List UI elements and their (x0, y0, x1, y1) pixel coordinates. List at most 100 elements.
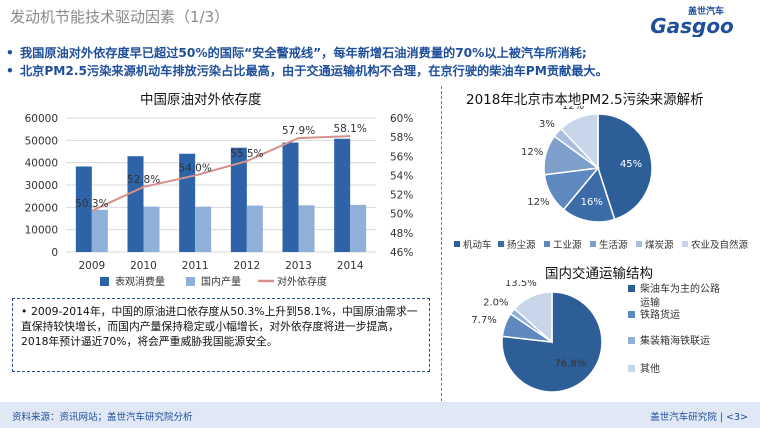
legend-label: 煤炭源 (645, 239, 674, 251)
legend-swatch (454, 241, 460, 247)
key-point: • 北京PM2.5污染来源机动车排放污染占比最高，由于交通运输机构不合理，在京行驶… (6, 64, 608, 78)
bar-consumption (75, 166, 92, 252)
legend-swatch (100, 277, 109, 286)
x-tick-label: 2010 (130, 260, 157, 272)
legend-label: 对外依存度 (277, 275, 327, 288)
gasgoo-logo: 盖世汽车 Gasgoo (650, 5, 734, 37)
y-tick-label: 0 (51, 247, 58, 259)
y-tick-label: 20000 (25, 202, 58, 214)
summary-text: 2009-2014年，中国的原油进口依存度从50.3%上升到58.1%，中国原油… (21, 305, 418, 348)
dependency-data-label: 50.3% (75, 198, 108, 210)
pie-data-label: 7.7% (471, 315, 496, 326)
pie-data-label: 3% (539, 119, 555, 130)
pie-data-label: 45% (620, 159, 642, 170)
bar-domestic-output (350, 204, 367, 252)
y-tick-label: 50000 (25, 135, 58, 147)
y-tick-label: 60000 (25, 113, 58, 125)
x-tick-label: 2009 (78, 260, 105, 272)
legend-swatch (628, 365, 635, 372)
bar-domestic-output (246, 205, 263, 252)
pm25-chart-title: 2018年北京市本地PM2.5污染来源解析 (466, 92, 704, 108)
bar-consumption (282, 142, 299, 252)
legend-label: 农业及自然源 (691, 239, 749, 251)
pie-slice (559, 113, 599, 170)
legend-swatch (628, 285, 635, 292)
legend-swatch (628, 311, 635, 318)
legend-label: 工业源 (553, 240, 582, 251)
bar-domestic-output (91, 209, 108, 252)
bar-consumption (334, 138, 351, 252)
y2-tick-label: 48% (390, 228, 413, 240)
y2-tick-label: 56% (390, 151, 413, 163)
legend-swatch (186, 277, 195, 286)
pie-data-label: 12% (527, 197, 549, 208)
legend-swatch (498, 241, 504, 247)
x-tick-label: 2013 (285, 260, 312, 272)
footer-bar (0, 402, 760, 428)
section-divider (441, 86, 442, 406)
y-tick-label: 30000 (25, 180, 58, 192)
pie-slice (597, 113, 653, 221)
legend-label: 柴油车为主的公路 (640, 282, 720, 295)
x-tick-label: 2014 (337, 260, 364, 272)
legend-label: 铁路货运 (640, 308, 680, 321)
bar-domestic-output (298, 205, 315, 252)
legend-label: 生活源 (599, 239, 628, 251)
legend-swatch (544, 241, 550, 247)
legend-swatch (636, 241, 642, 247)
dependency-line (91, 135, 351, 212)
pie-data-label: 12% (562, 106, 584, 112)
pie-slice (562, 166, 616, 223)
legend-label: 扬尘源 (507, 239, 536, 251)
pie-data-label: 2.0% (483, 298, 508, 309)
pie-data-label: 13.5% (505, 280, 537, 289)
key-point: • 我国原油对外依存度早已超过50%的国际“安全警戒线”，每年新增石油消费量的70… (6, 46, 587, 60)
y2-tick-label: 52% (390, 190, 413, 202)
transport-chart-title: 国内交通运输结构 (545, 266, 653, 282)
legend-label: 其他 (640, 362, 660, 375)
pie-slice (501, 291, 603, 393)
bar-domestic-output (143, 206, 160, 252)
bar-consumption (127, 156, 144, 252)
legend-label: 国内产量 (201, 275, 241, 288)
transport-structure-pie-chart: 76.8% 7.7% 2.0% 13.5% 柴油车为主的公路运输铁路货运集装箱海铁联运其… (471, 280, 720, 393)
logo-top-text: 盖世汽车 (688, 5, 724, 17)
pie-data-label: 16% (581, 197, 603, 208)
y2-tick-label: 58% (390, 132, 413, 144)
legend-label: 机动车 (463, 239, 492, 251)
bar-domestic-output (195, 206, 212, 252)
source-note: 资料来源：资讯网站；盖世汽车研究院分析 (12, 412, 193, 423)
y-tick-label: 40000 (25, 158, 58, 170)
legend-swatch (682, 241, 688, 247)
y2-tick-label: 60% (390, 113, 413, 125)
pie-data-label: 12% (521, 147, 543, 158)
page-title: 发动机节能技术驱动因素（1/3） (10, 8, 230, 26)
x-tick-label: 2012 (233, 260, 260, 272)
y2-tick-label: 46% (390, 247, 413, 259)
legend-swatch (628, 337, 635, 344)
oil-dependency-chart: 0 10000 20000 30000 40000 50000 60000 46% 48% 50%… (25, 113, 414, 288)
legend-label: 运输 (640, 296, 660, 309)
logo-main-text: Gasgoo (650, 14, 734, 37)
dependency-data-label: 54.0% (178, 162, 211, 174)
y2-tick-label: 54% (390, 170, 413, 182)
page-number: 盖世汽车研究院 | <3> (650, 412, 748, 423)
legend-label: 集装箱海铁联运 (640, 334, 710, 347)
bar-consumption (230, 147, 247, 252)
pie-slice (513, 291, 553, 344)
summary-box: • 2009-2014年，中国的原油进口依存度从50.3%上升到58.1%，中国原… (12, 298, 430, 372)
dependency-data-label: 55.5% (230, 148, 263, 160)
y2-tick-label: 50% (390, 209, 413, 221)
key-points: • 我国原油对外依存度早已超过50%的国际“安全警戒线”，每年新增石油消费量的70… (6, 44, 756, 80)
pie-data-label: 76.8% (554, 359, 586, 370)
dependency-data-label: 52.8% (127, 174, 160, 186)
oil-chart-title: 中国原油对外依存度 (140, 92, 262, 108)
y-tick-label: 10000 (25, 225, 58, 237)
pm25-source-pie-chart: 45% 16% 12% 12% 3% 12% 机动车 扬尘源 工业源 生活源 煤炭源 农业及自然源 (454, 106, 749, 251)
key-point-text: 我国原油对外依存度早已超过50%的国际“安全警戒线”，每年新增石油消费量的70%… (20, 46, 587, 60)
key-point-text: 北京PM2.5污染来源机动车排放污染占比最高，由于交通运输机构不合理，在京行驶的… (20, 64, 608, 78)
dependency-data-label: 58.1% (333, 123, 366, 135)
legend-label: 表观消费量 (115, 275, 165, 288)
x-tick-label: 2011 (182, 260, 209, 272)
dependency-data-label: 57.9% (282, 125, 315, 137)
